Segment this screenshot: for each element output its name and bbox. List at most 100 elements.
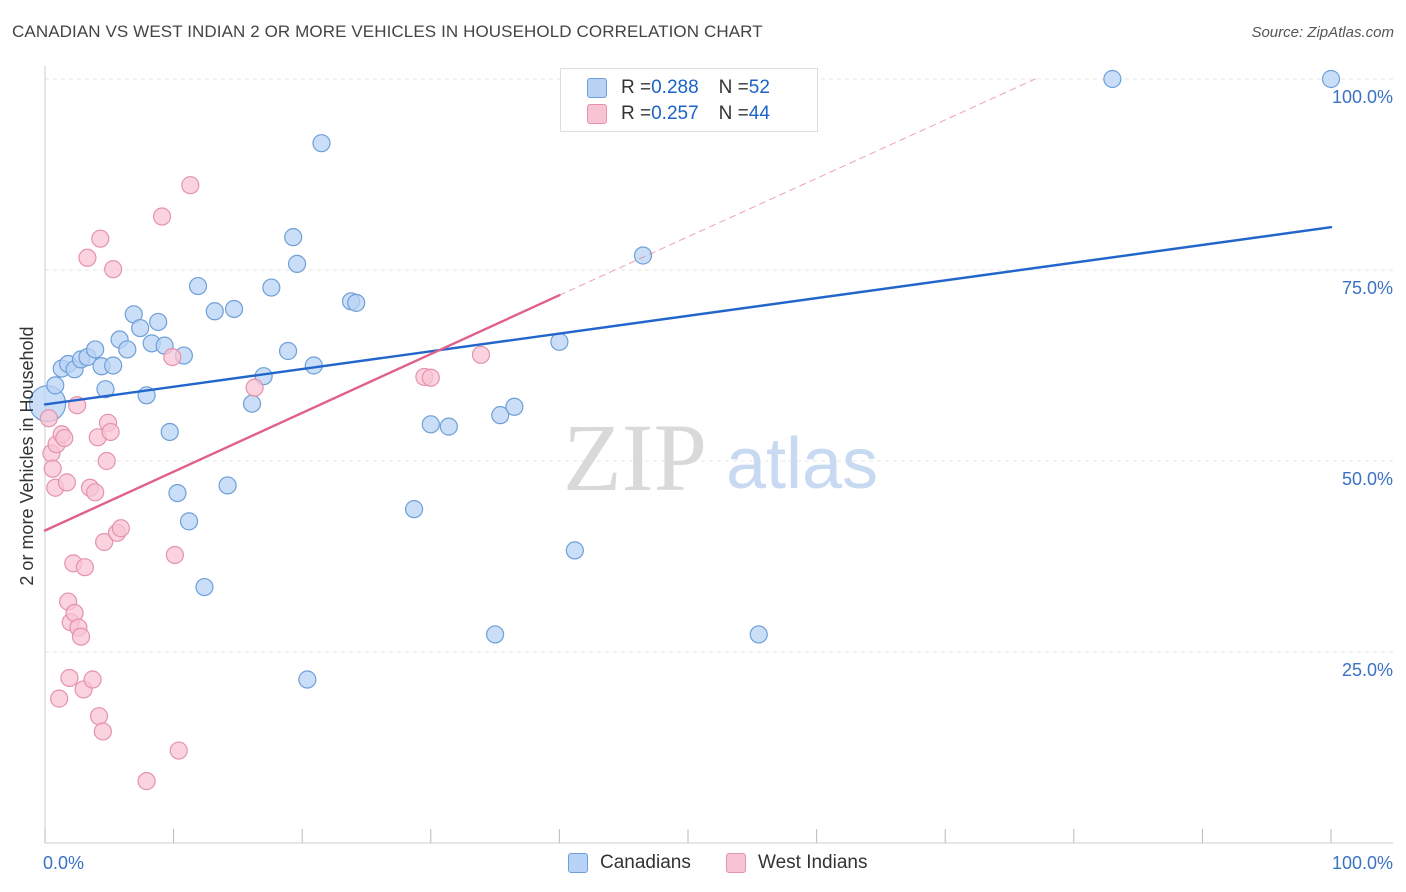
canadian-point [242,394,262,413]
west-indian-point [86,483,105,502]
y-axis-title: 2 or more Vehicles in Household [17,326,37,585]
legend-n-label: N = [718,77,749,98]
west-indian-point [111,519,130,538]
canadian-point [439,417,458,436]
canadian-point [224,299,244,319]
canadian-point [131,318,150,338]
y-tick-label: 25.0% [1342,660,1393,680]
west-indian-point [50,689,69,708]
axis-layer [44,66,1393,844]
bottom-legend-label: Canadians [600,852,691,873]
chart-source: Source: ZipAtlas.com [1251,24,1394,41]
canadian-point [104,356,123,375]
y-tick-label: 50.0% [1342,469,1393,489]
legend-box: R = 0.288 N = 52 R = 0.257 N = 44 [560,68,818,132]
canadians-trend-line [43,226,1333,406]
bottom-legend: Canadians West Indians [0,852,1406,878]
canadian-point [633,246,653,265]
legend-swatch-west-indians [587,104,607,124]
west-indian-point [163,347,182,367]
canadian-point [160,422,179,442]
canadian-point [262,278,281,297]
canadian-point [218,476,237,495]
canadian-point [486,625,505,644]
west-indian-point [78,248,97,267]
legend-row-west-indians: R = 0.257 N = 44 [587,102,770,126]
west-indian-point [55,428,74,448]
canadian-point [118,340,137,359]
canadian-point [404,500,424,519]
west-indian-point [43,459,62,478]
bottom-legend-swatch-west-indians [726,853,746,873]
west-indian-point [165,545,184,565]
points-layer [28,69,1341,791]
canadian-point [287,254,307,273]
west-indian-point [137,772,156,791]
watermark-zip: ZIP [563,404,707,511]
canadian-point [205,302,224,321]
watermark: ZIP atlas [563,404,878,511]
west-indian-point [245,378,264,397]
west-indian-point [39,409,58,428]
legend-r-label: R = [621,77,652,98]
west-indian-point [95,532,114,552]
west-indian-point [93,722,112,741]
canadian-point [298,670,317,689]
canadian-point [1103,69,1122,89]
legend-n-value: 52 [748,77,770,98]
canadian-point [347,293,366,312]
west-indian-point [75,558,94,577]
west-indian-point [169,741,188,760]
west-indian-point [152,207,172,226]
canadian-point [195,577,214,597]
x-tick-label: 100.0% [1332,853,1393,873]
west-indian-point [104,260,123,279]
canadian-point [188,276,208,296]
canadian-point [96,380,115,399]
y-tick-label: 75.0% [1342,278,1393,298]
x-tick-label: 0.0% [43,853,84,873]
bottom-legend-swatch-canadians [568,853,588,873]
canadian-point [421,415,440,434]
west-indian-point [421,368,440,387]
west-indian-point [181,176,200,195]
canadian-point [1321,69,1341,89]
legend-n-label: N = [718,103,749,124]
canadian-point [179,512,199,531]
canadian-point [491,406,510,425]
canadian-point [312,134,331,153]
chart-title: CANADIAN VS WEST INDIAN 2 OR MORE VEHICL… [12,22,763,41]
canadian-point [149,312,168,332]
west-indian-point [89,707,109,726]
legend-r-label: R = [621,103,652,124]
legend-row-canadians: R = 0.288 N = 52 [587,76,770,100]
bottom-legend-west-indians[interactable]: West Indians [726,852,867,874]
canadian-point [46,376,65,395]
canadian-point [550,332,569,351]
canadian-point [505,397,524,416]
legend-r-value: 0.257 [651,103,699,124]
west-indian-point [83,670,102,689]
legend-n-value: 44 [748,103,770,124]
canadian-point [168,483,187,503]
bottom-legend-label: West Indians [758,852,868,873]
west-indian-point [57,473,76,492]
west-indian-point [97,451,116,471]
canadian-point [278,341,298,361]
canadian-point [565,541,584,560]
legend-swatch-canadians [587,78,607,98]
west-indian-point [91,229,110,248]
canadian-point [284,228,303,247]
label-layer: 25.0% 50.0% 75.0% 100.0% 0.0% 100.0% 2 or more… [17,87,1393,873]
watermark-atlas: atlas [726,424,878,504]
bottom-legend-canadians[interactable]: Canadians [568,852,691,874]
y-tick-label: 100.0% [1332,87,1393,107]
trend-layer [43,78,1333,532]
canadian-point [749,625,768,644]
west-indians-trend-line [43,294,561,532]
west-indian-point [71,627,91,646]
grid-layer [45,78,1393,653]
west-indian-point [471,345,491,364]
legend-r-value: 0.288 [651,77,699,98]
west-indian-point [101,422,120,442]
